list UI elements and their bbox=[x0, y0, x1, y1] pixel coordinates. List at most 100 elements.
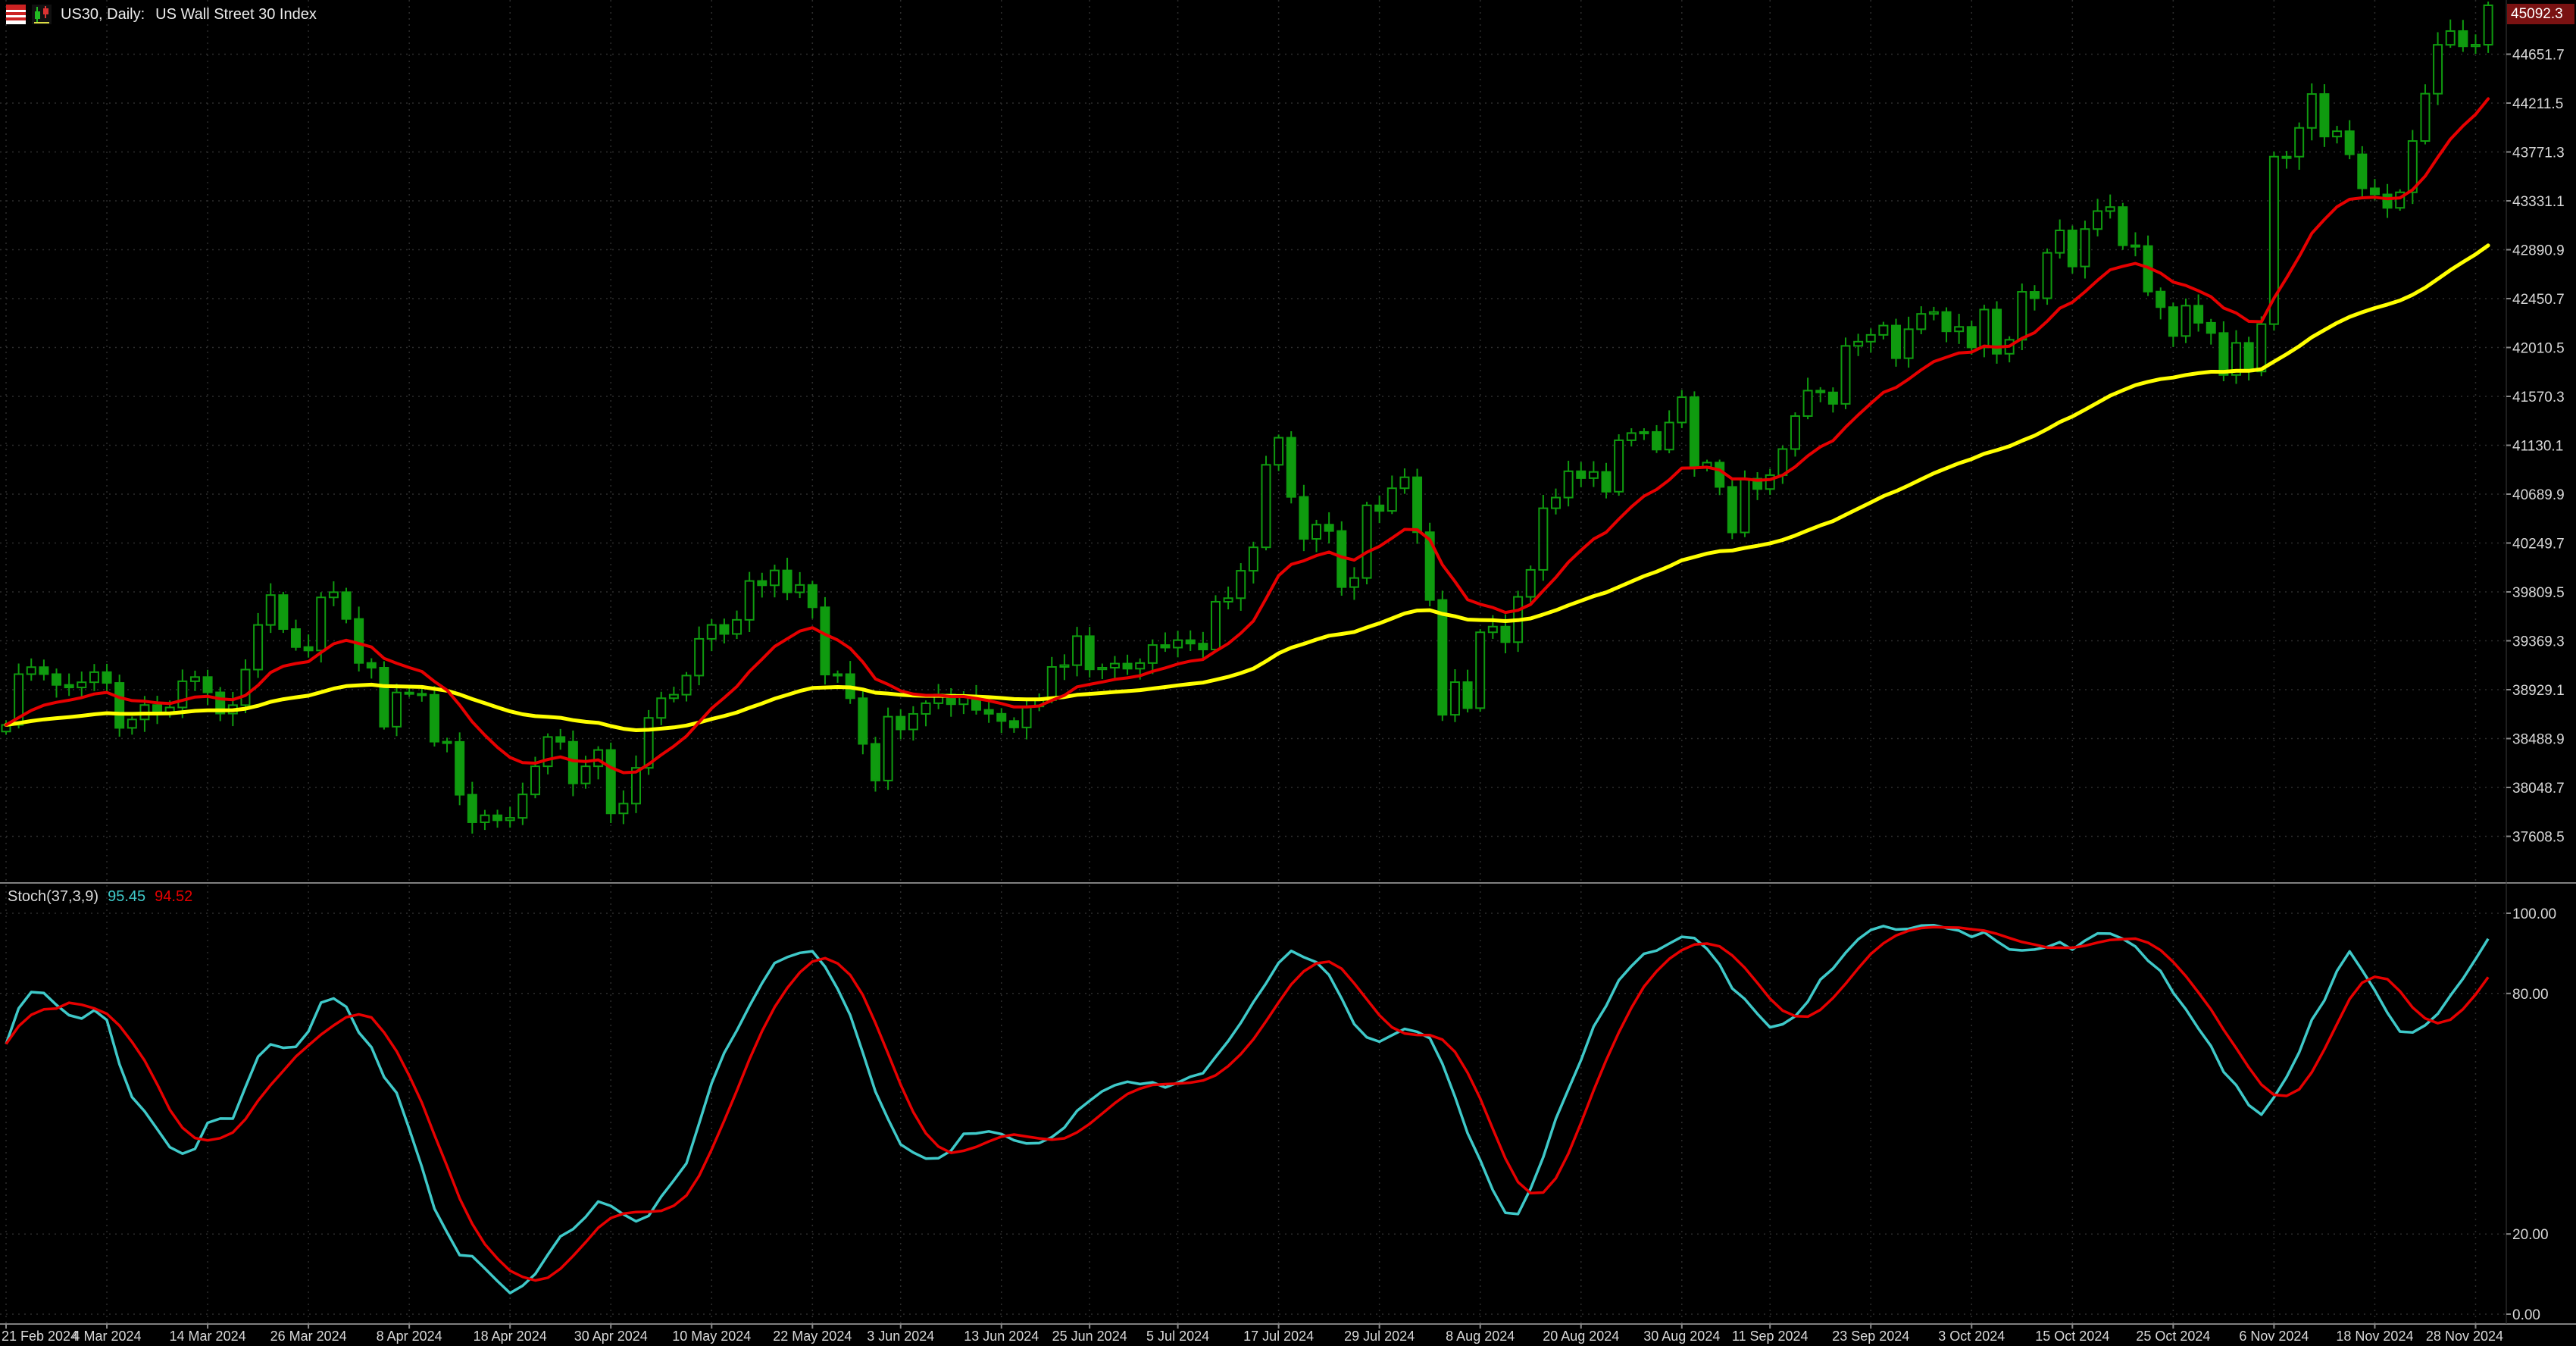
price-tick-label: 37608.5 bbox=[2512, 830, 2565, 846]
candle bbox=[870, 737, 880, 792]
candle bbox=[1185, 630, 1196, 652]
time-axis-scale[interactable] bbox=[0, 1324, 2576, 1346]
candle bbox=[1084, 627, 1095, 678]
candle bbox=[215, 687, 226, 722]
candle bbox=[2483, 2, 2493, 53]
candle bbox=[807, 581, 818, 619]
price-tick-label: 42450.7 bbox=[2512, 292, 2565, 308]
price-tick-label: 38929.1 bbox=[2512, 683, 2565, 699]
candle bbox=[883, 707, 893, 790]
candle bbox=[1324, 512, 1334, 544]
candle bbox=[328, 581, 339, 606]
price-tick-label: 39369.3 bbox=[2512, 634, 2565, 650]
candle bbox=[1538, 495, 1549, 581]
candle bbox=[1475, 629, 1486, 712]
candle bbox=[1160, 632, 1171, 653]
candle bbox=[253, 612, 264, 678]
candle bbox=[1361, 502, 1372, 584]
price-tick-label: 43771.3 bbox=[2512, 146, 2565, 161]
time-tick-label: 25 Jun 2024 bbox=[1052, 1329, 1127, 1344]
candle bbox=[2470, 34, 2481, 55]
time-tick-label: 29 Jul 2024 bbox=[1344, 1329, 1415, 1344]
time-tick-label: 15 Oct 2024 bbox=[2035, 1329, 2109, 1344]
candle bbox=[1147, 639, 1158, 675]
time-tick-label: 3 Jun 2024 bbox=[867, 1329, 934, 1344]
panel-splitter[interactable] bbox=[0, 882, 2576, 884]
candle bbox=[908, 706, 918, 741]
price-tick-label: 38488.9 bbox=[2512, 732, 2565, 748]
candle bbox=[1639, 428, 1649, 440]
candle bbox=[1299, 484, 1309, 552]
candle bbox=[114, 675, 125, 737]
time-tick-label: 20 Aug 2024 bbox=[1543, 1329, 1619, 1344]
candle bbox=[820, 596, 830, 685]
candle bbox=[379, 661, 389, 730]
candle bbox=[64, 673, 74, 696]
candle bbox=[1286, 430, 1296, 504]
current-price-box: 45092.3 bbox=[2507, 4, 2574, 24]
price-tick-label: 44211.5 bbox=[2512, 96, 2563, 112]
candlestick-chart-icon[interactable] bbox=[32, 5, 52, 24]
candle bbox=[177, 669, 188, 718]
candle bbox=[1525, 565, 1536, 606]
stoch-panel-area[interactable] bbox=[0, 884, 2506, 1324]
candle bbox=[1992, 301, 2002, 364]
stoch-tick-label: 80.00 bbox=[2512, 987, 2549, 1003]
candle bbox=[1122, 654, 1133, 675]
time-tick-label: 4 Mar 2024 bbox=[73, 1329, 142, 1344]
candle bbox=[2193, 294, 2204, 332]
candle bbox=[1840, 337, 1851, 409]
candle bbox=[1386, 475, 1397, 515]
candle bbox=[2130, 232, 2140, 257]
candle bbox=[2029, 285, 2040, 311]
stoch-tick-label: 20.00 bbox=[2512, 1227, 2549, 1243]
candle bbox=[467, 781, 477, 834]
candle bbox=[1652, 424, 1662, 453]
candle bbox=[605, 742, 616, 823]
candle bbox=[52, 668, 62, 698]
candle bbox=[2281, 151, 2292, 169]
candle bbox=[1903, 316, 1914, 368]
symbol-description-label: US Wall Street 30 Index bbox=[155, 5, 317, 23]
candle bbox=[1790, 412, 1800, 457]
candle bbox=[656, 691, 667, 725]
candle bbox=[2458, 20, 2468, 52]
candle bbox=[542, 733, 553, 775]
candle bbox=[1853, 333, 1864, 356]
price-tick-label: 41130.1 bbox=[2512, 439, 2563, 455]
candle bbox=[1891, 318, 1901, 367]
candle bbox=[290, 619, 301, 651]
symbol-timeframe-label: US30, Daily: bbox=[61, 5, 145, 23]
candle bbox=[2042, 248, 2052, 305]
main-chart-area[interactable] bbox=[0, 0, 2506, 882]
candle bbox=[555, 728, 566, 750]
candle bbox=[1550, 488, 1561, 515]
chart-title: US30, Daily: US Wall Street 30 Index bbox=[61, 6, 317, 23]
market-watch-icon[interactable] bbox=[6, 5, 26, 24]
candle bbox=[1311, 519, 1322, 552]
candle bbox=[1449, 668, 1460, 722]
candle bbox=[341, 587, 352, 624]
price-axis-scale[interactable] bbox=[2506, 0, 2576, 1324]
price-tick-label: 40249.7 bbox=[2512, 537, 2565, 552]
candle bbox=[593, 746, 604, 780]
candle bbox=[2445, 19, 2456, 49]
time-tick-label: 6 Nov 2024 bbox=[2239, 1329, 2309, 1344]
candle bbox=[366, 658, 377, 679]
candle bbox=[1576, 462, 1587, 487]
candle bbox=[996, 708, 1007, 734]
candle bbox=[1223, 586, 1233, 610]
chart-title-bar: US30, Daily: US Wall Street 30 Index bbox=[6, 5, 317, 24]
candle bbox=[1664, 410, 1674, 454]
candle bbox=[505, 806, 515, 828]
candle bbox=[1173, 631, 1183, 658]
candle bbox=[417, 687, 427, 702]
candle bbox=[1399, 468, 1410, 494]
candle bbox=[1727, 478, 1737, 540]
candle bbox=[303, 634, 314, 658]
candle bbox=[1878, 321, 1889, 340]
candle bbox=[2319, 84, 2330, 147]
candle bbox=[2168, 302, 2178, 347]
